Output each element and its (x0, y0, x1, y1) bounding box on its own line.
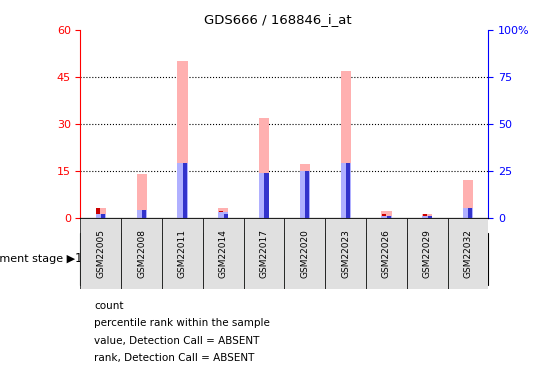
Bar (244, 217, 284, 289)
Text: GSM22011: GSM22011 (178, 229, 187, 278)
Text: GSM22029: GSM22029 (423, 229, 432, 278)
Text: GSM22020: GSM22020 (300, 229, 309, 278)
Text: GSM22017: GSM22017 (260, 229, 269, 278)
Bar (387, 216, 391, 217)
Text: 14.5 dpc: 14.5 dpc (239, 252, 290, 265)
Bar (264, 172, 269, 217)
Bar (203, 217, 244, 289)
Bar (183, 163, 187, 218)
Bar (259, 117, 269, 218)
Bar (422, 216, 432, 217)
Bar (178, 61, 188, 217)
Bar (121, 217, 162, 289)
Bar (97, 208, 100, 218)
Bar (341, 214, 345, 217)
Bar (259, 172, 269, 217)
Bar (341, 70, 351, 217)
Bar (463, 180, 473, 218)
Bar (427, 216, 432, 217)
Bar (463, 211, 468, 217)
Bar (178, 214, 182, 217)
Bar (300, 214, 305, 217)
Bar (137, 174, 147, 217)
Bar (381, 211, 391, 217)
Text: rank, Detection Call = ABSENT: rank, Detection Call = ABSENT (94, 354, 255, 363)
Bar (224, 214, 228, 217)
Bar (178, 163, 188, 218)
Bar (162, 217, 203, 289)
Text: value, Detection Call = ABSENT: value, Detection Call = ABSENT (94, 336, 260, 346)
Text: percentile rank within the sample: percentile rank within the sample (94, 318, 270, 328)
Text: GSM22023: GSM22023 (341, 229, 350, 278)
Bar (218, 212, 228, 217)
Bar (325, 217, 366, 289)
Bar (219, 211, 223, 217)
Bar (121, 232, 203, 285)
Text: GSM22005: GSM22005 (97, 229, 105, 278)
Text: GSM22032: GSM22032 (463, 229, 472, 278)
Bar (96, 208, 106, 218)
Text: 12.5 dpc: 12.5 dpc (137, 252, 188, 265)
Text: GSM22026: GSM22026 (382, 229, 391, 278)
Text: count: count (94, 301, 124, 310)
Bar (325, 232, 407, 285)
Bar (137, 210, 147, 218)
Bar (96, 214, 106, 217)
Bar (447, 217, 488, 289)
Bar (423, 214, 427, 217)
Bar (101, 214, 105, 217)
Bar (284, 217, 325, 289)
Text: 18.5 dpc: 18.5 dpc (422, 252, 473, 265)
Bar (80, 217, 121, 289)
Bar (300, 164, 310, 218)
Bar (260, 214, 264, 217)
Bar (305, 171, 309, 217)
Text: development stage ▶: development stage ▶ (0, 254, 75, 264)
Bar (346, 163, 350, 218)
Text: 16.5 dpc: 16.5 dpc (340, 252, 392, 265)
Text: GSM22014: GSM22014 (219, 229, 228, 278)
Bar (137, 211, 142, 217)
Bar (218, 208, 228, 218)
Bar (407, 232, 488, 285)
Text: GSM22008: GSM22008 (137, 229, 146, 278)
Bar (381, 216, 391, 217)
Bar (366, 217, 407, 289)
Bar (382, 214, 386, 217)
Text: GDS666 / 168846_i_at: GDS666 / 168846_i_at (204, 13, 351, 26)
Bar (142, 210, 146, 218)
Bar (341, 163, 351, 218)
Bar (463, 208, 473, 218)
Bar (468, 208, 472, 218)
Bar (407, 217, 447, 289)
Bar (422, 214, 432, 217)
Bar (300, 171, 310, 217)
Bar (203, 232, 325, 285)
Bar (80, 232, 121, 285)
Text: 11.5 dpc: 11.5 dpc (75, 252, 127, 265)
